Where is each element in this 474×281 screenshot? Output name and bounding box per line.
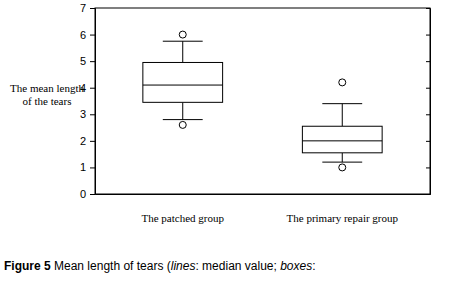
y-tick: 1 xyxy=(80,161,95,173)
y-tick-mark xyxy=(426,167,430,168)
lower-whisker xyxy=(182,102,183,119)
caption-part: Mean length of tears ( xyxy=(51,259,171,273)
boxes xyxy=(143,31,382,171)
y-tick-label: 7 xyxy=(80,2,86,14)
y-tick-mark xyxy=(426,61,430,62)
outlier xyxy=(179,121,186,128)
y-tick-mark xyxy=(90,114,95,115)
y-tick: 3 xyxy=(80,108,95,120)
x-axis-line xyxy=(96,194,431,195)
y-tick xyxy=(426,141,430,142)
y-tick-mark xyxy=(426,35,430,36)
y-tick: 2 xyxy=(80,135,95,147)
box xyxy=(302,126,382,153)
chart: 01234567The patched groupThe primary rep… xyxy=(0,0,474,281)
x-tick-label: The primary repair group xyxy=(287,212,399,224)
box xyxy=(143,62,223,102)
outlier xyxy=(179,31,186,38)
y-tick xyxy=(426,114,430,115)
lower-cap xyxy=(322,162,362,163)
x-tick: The patched group xyxy=(142,212,225,224)
outlier xyxy=(339,164,346,171)
box-plot xyxy=(302,79,382,171)
y-tick xyxy=(426,167,430,168)
y-tick: 0 xyxy=(80,188,95,200)
caption-part: boxes xyxy=(280,259,312,273)
y-tick xyxy=(426,88,430,89)
y-axis-right xyxy=(426,9,431,195)
upper-cap xyxy=(322,103,362,104)
y-axis-right-line xyxy=(426,9,431,195)
caption-part: Figure 5 xyxy=(4,259,51,273)
y-axis-title: The mean lengthof the tears xyxy=(10,82,84,107)
x-axis: The patched group The primary repair grou… xyxy=(96,195,431,224)
y-axis-title-line: The mean length xyxy=(10,82,84,94)
y-tick-mark xyxy=(90,61,95,62)
caption-part: : xyxy=(312,259,315,273)
y-tick-label: 0 xyxy=(80,188,86,200)
y-axis-line xyxy=(90,9,96,195)
upper-whisker xyxy=(342,104,343,127)
y-tick: 6 xyxy=(80,29,95,41)
y-tick-mark xyxy=(426,88,430,89)
y-tick xyxy=(426,8,430,9)
y-tick-label: 1 xyxy=(80,161,86,173)
y-tick-mark xyxy=(90,88,95,89)
y-tick-mark xyxy=(90,35,95,36)
y-tick-label: 5 xyxy=(80,55,86,67)
x-tick: The primary repair group xyxy=(287,212,399,224)
caption-part: lines xyxy=(171,259,196,273)
x-tick-label: The patched group xyxy=(142,212,225,224)
y-axis: 01234567 xyxy=(80,2,96,200)
y-tick-label: 2 xyxy=(80,135,86,147)
y-tick xyxy=(426,61,430,62)
y-tick-mark xyxy=(90,8,95,9)
median-line xyxy=(302,140,382,141)
y-tick-mark xyxy=(90,167,95,168)
median-line xyxy=(143,85,223,86)
caption: Figure 5 Mean length of tears (lines: me… xyxy=(4,259,316,273)
y-tick-mark xyxy=(90,194,95,195)
y-tick-label: 3 xyxy=(80,108,86,120)
y-axis-title-line: of the tears xyxy=(23,95,72,107)
y-tick-mark xyxy=(426,8,430,9)
y-tick-mark xyxy=(90,141,95,142)
y-tick: 5 xyxy=(80,55,95,67)
upper-whisker xyxy=(182,41,183,62)
y-tick xyxy=(426,35,430,36)
y-tick-mark xyxy=(426,141,430,142)
outlier xyxy=(339,79,346,86)
box-plot xyxy=(143,31,223,128)
plot-frame xyxy=(95,8,430,194)
upper-cap xyxy=(163,41,203,42)
caption-part: : median value; xyxy=(195,259,280,273)
y-tick: 7 xyxy=(80,2,95,14)
y-tick-mark xyxy=(426,114,430,115)
lower-cap xyxy=(163,119,203,120)
y-tick-label: 6 xyxy=(80,29,86,41)
lower-whisker xyxy=(342,153,343,162)
